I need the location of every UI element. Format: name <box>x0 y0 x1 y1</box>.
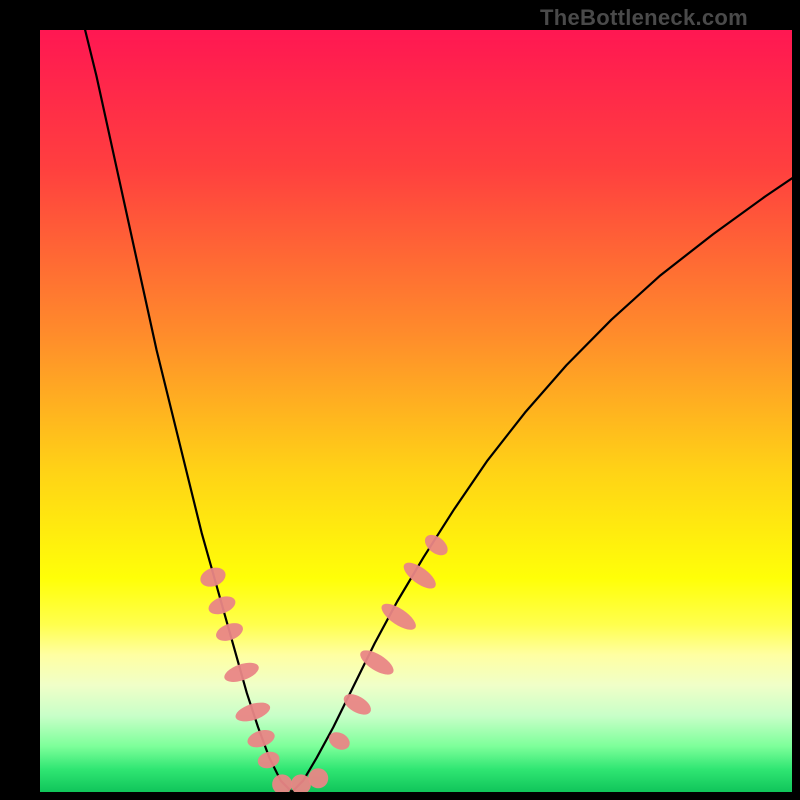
chart-svg <box>40 30 792 792</box>
outer-frame: TheBottleneck.com <box>0 0 800 800</box>
gradient-background <box>40 30 792 792</box>
curve-marker <box>308 768 328 788</box>
plot-area <box>40 30 792 792</box>
watermark-text: TheBottleneck.com <box>540 5 748 31</box>
